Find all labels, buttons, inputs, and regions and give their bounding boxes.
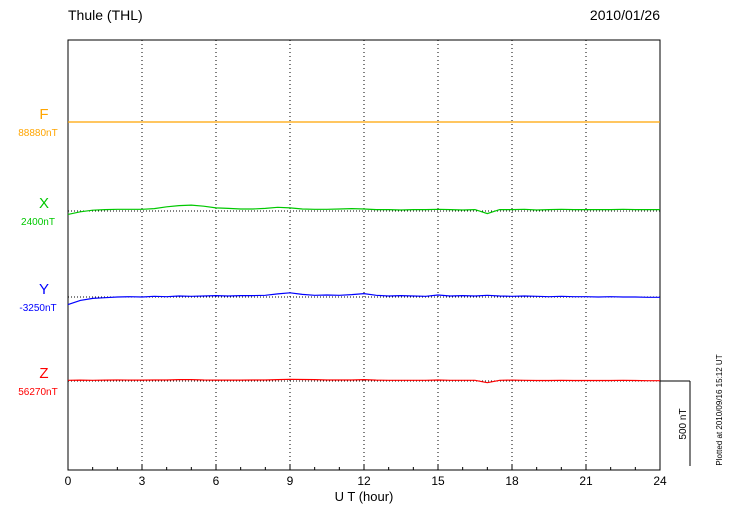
trace-Z [67,378,660,384]
x-axis-label: U T (hour) [334,489,394,504]
series-baseline-value-Z: 56270nT [18,387,57,398]
scale-bar-label: 500 nT [678,408,689,440]
x-tick-label: 24 [653,474,667,488]
x-tick-label: 15 [431,474,445,488]
x-tick-label: 12 [357,474,371,488]
chart-date: 2010/01/26 [589,7,660,23]
series-letter-Z: Z [39,365,48,382]
series-letter-X: X [39,195,49,212]
series-baseline-value-X: 2400nT [21,217,55,228]
trace-X [67,204,660,215]
chart-title: Thule (THL) [68,7,143,23]
x-tick-label: 6 [213,474,220,488]
series-letter-F: F [39,106,48,123]
x-tick-label: 0 [65,474,72,488]
x-tick-label: 21 [579,474,593,488]
series-letter-Y: Y [39,281,49,298]
x-tick-label: 18 [505,474,519,488]
plotted-note: Plotted at 2010/09/16 15:12 UT [715,354,724,466]
series-baseline-value-F: 88880nT [18,128,57,139]
series-baseline-value-Y: -3250nT [19,303,56,314]
trace-Y [67,292,660,306]
x-tick-label: 3 [139,474,146,488]
x-tick-label: 9 [287,474,294,488]
